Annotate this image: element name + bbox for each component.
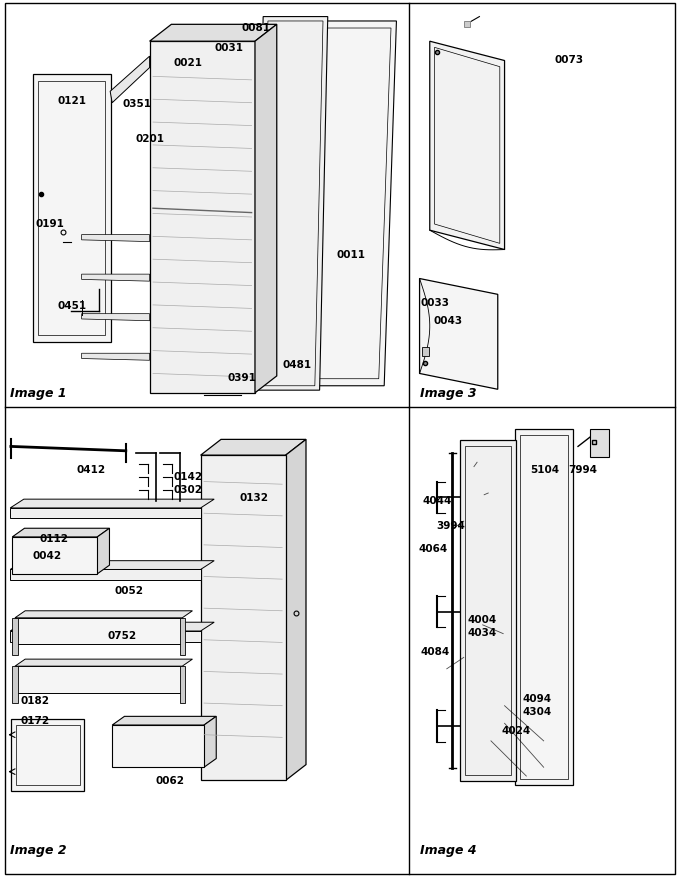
Text: 0042: 0042 <box>33 550 62 560</box>
Text: 4004: 4004 <box>468 614 497 624</box>
Text: Image 3: Image 3 <box>420 386 477 399</box>
Polygon shape <box>82 354 150 361</box>
Bar <box>16 725 80 785</box>
Text: 0043: 0043 <box>434 315 463 326</box>
Polygon shape <box>420 279 498 390</box>
Polygon shape <box>82 314 150 321</box>
Text: 0182: 0182 <box>20 695 50 706</box>
Text: 0011: 0011 <box>337 249 366 260</box>
Polygon shape <box>15 659 192 666</box>
Text: 0033: 0033 <box>420 298 449 308</box>
Text: 0073: 0073 <box>554 54 583 65</box>
Text: 3994: 3994 <box>437 520 465 530</box>
Bar <box>422 348 429 356</box>
Bar <box>15 618 182 644</box>
Text: Image 2: Image 2 <box>10 843 67 856</box>
Bar <box>12 537 97 574</box>
Text: 0302: 0302 <box>173 485 203 495</box>
Polygon shape <box>10 631 201 642</box>
Polygon shape <box>201 440 306 456</box>
Text: 0412: 0412 <box>76 464 105 475</box>
Text: Image 1: Image 1 <box>10 386 67 399</box>
Polygon shape <box>255 18 328 391</box>
Bar <box>150 42 255 393</box>
Bar <box>38 82 105 335</box>
Polygon shape <box>255 25 277 393</box>
Polygon shape <box>82 275 150 282</box>
Polygon shape <box>10 561 214 570</box>
Polygon shape <box>150 25 277 42</box>
Text: 7994: 7994 <box>568 464 597 475</box>
Polygon shape <box>10 570 201 580</box>
Polygon shape <box>110 57 150 104</box>
Text: 0112: 0112 <box>39 533 69 543</box>
Bar <box>465 447 511 775</box>
Text: 0172: 0172 <box>20 715 50 725</box>
Bar <box>11 719 84 791</box>
Bar <box>460 441 516 781</box>
Polygon shape <box>286 440 306 781</box>
Text: 0031: 0031 <box>214 43 243 54</box>
Text: 0191: 0191 <box>35 219 64 229</box>
Text: 0481: 0481 <box>282 359 311 370</box>
Bar <box>180 666 185 703</box>
Bar <box>112 725 204 767</box>
Polygon shape <box>12 529 109 537</box>
Polygon shape <box>430 42 505 250</box>
Polygon shape <box>97 529 109 574</box>
Bar <box>15 666 182 693</box>
Polygon shape <box>15 611 192 618</box>
Text: 0752: 0752 <box>107 630 137 640</box>
Bar <box>590 429 609 457</box>
Bar <box>201 456 286 781</box>
Polygon shape <box>10 508 201 519</box>
Text: 4304: 4304 <box>522 706 551 716</box>
Bar <box>515 429 573 785</box>
Text: 0142: 0142 <box>173 471 203 482</box>
Text: 0351: 0351 <box>122 98 152 109</box>
Polygon shape <box>10 500 214 508</box>
Text: 0081: 0081 <box>241 23 271 33</box>
Polygon shape <box>10 623 214 631</box>
Bar <box>33 75 111 342</box>
Polygon shape <box>82 235 150 242</box>
Text: 0052: 0052 <box>114 585 143 595</box>
Bar <box>520 435 568 779</box>
Text: 0132: 0132 <box>239 493 269 503</box>
Text: 0021: 0021 <box>173 58 203 68</box>
Text: 4084: 4084 <box>420 646 449 657</box>
Bar <box>180 618 185 655</box>
Bar <box>12 666 18 703</box>
Text: 4024: 4024 <box>502 725 531 736</box>
Text: 0451: 0451 <box>58 300 87 311</box>
Bar <box>12 618 18 655</box>
Text: 4064: 4064 <box>418 543 447 554</box>
Text: Image 4: Image 4 <box>420 843 477 856</box>
Text: 0062: 0062 <box>155 774 184 785</box>
Polygon shape <box>112 716 216 725</box>
Text: 0121: 0121 <box>58 96 87 106</box>
Text: 4034: 4034 <box>468 627 497 637</box>
Text: 4044: 4044 <box>423 495 452 506</box>
Polygon shape <box>204 716 216 767</box>
Text: 4094: 4094 <box>522 693 551 703</box>
Text: 0391: 0391 <box>228 372 256 383</box>
Polygon shape <box>309 22 396 386</box>
Text: 0201: 0201 <box>136 133 165 144</box>
Text: 5104: 5104 <box>530 464 560 475</box>
